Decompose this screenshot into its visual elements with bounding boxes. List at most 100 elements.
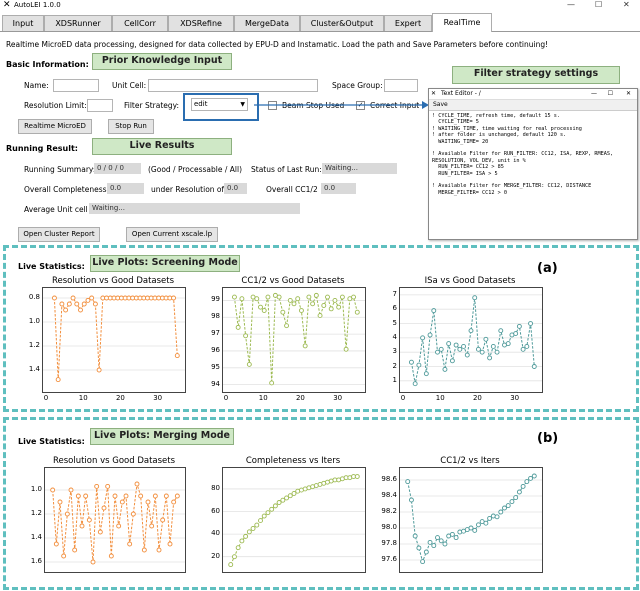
merging-mode-box bbox=[3, 417, 639, 590]
data-point bbox=[79, 523, 85, 529]
maximize-button[interactable]: ☐ bbox=[595, 0, 603, 9]
data-point bbox=[287, 493, 293, 499]
data-point bbox=[235, 545, 241, 551]
tab-cluster-output[interactable]: Cluster&Output bbox=[300, 15, 384, 31]
tab-expert[interactable]: Expert bbox=[384, 15, 432, 31]
data-point bbox=[74, 301, 80, 307]
editor-maximize-button[interactable]: ☐ bbox=[607, 90, 613, 97]
data-point bbox=[123, 493, 129, 499]
data-point bbox=[354, 309, 360, 315]
data-point bbox=[231, 294, 237, 300]
app-logo-icon: ✕ bbox=[3, 0, 11, 10]
open-xscale-button[interactable]: Open Current xscale.lp bbox=[126, 227, 218, 242]
under-resolution-value: 0.0 bbox=[224, 183, 247, 194]
data-point bbox=[321, 303, 327, 308]
data-point bbox=[317, 313, 323, 319]
x-tick-label: 30 bbox=[510, 394, 520, 402]
data-point bbox=[494, 349, 500, 355]
x-tick-label: 20 bbox=[472, 394, 482, 402]
resolution-limit-field[interactable] bbox=[87, 99, 113, 112]
data-point bbox=[57, 499, 63, 505]
editor-content[interactable]: ! CYCLE_TIME, refresh time, default 15 s… bbox=[432, 113, 614, 196]
data-point bbox=[59, 301, 65, 307]
data-point bbox=[152, 493, 158, 499]
tab-input[interactable]: Input bbox=[2, 15, 44, 31]
data-point bbox=[291, 301, 297, 307]
data-point bbox=[453, 535, 459, 541]
data-point bbox=[156, 547, 162, 553]
data-point bbox=[92, 301, 98, 307]
data-point bbox=[354, 474, 360, 479]
realtime-microed-button[interactable]: Realtime MicroED bbox=[18, 119, 92, 134]
editor-minimize-button[interactable]: — bbox=[591, 90, 597, 97]
data-point bbox=[310, 301, 316, 307]
data-point bbox=[505, 341, 511, 347]
data-point bbox=[63, 307, 69, 313]
data-point bbox=[94, 483, 100, 489]
x-tick-label: 0 bbox=[223, 394, 229, 402]
data-point bbox=[141, 547, 147, 553]
data-point bbox=[160, 517, 166, 523]
y-tick-label: 97.6 bbox=[381, 555, 397, 563]
status-value: Waiting... bbox=[322, 163, 397, 174]
x-tick-label: 0 bbox=[43, 394, 49, 402]
data-point bbox=[163, 493, 169, 499]
data-point bbox=[101, 505, 107, 511]
overall-cc12-value: 0.0 bbox=[321, 183, 356, 194]
data-point bbox=[61, 553, 67, 559]
data-point bbox=[408, 359, 414, 365]
y-tick-label: 1.6 bbox=[30, 557, 42, 565]
chart-plot-5 bbox=[399, 467, 543, 573]
data-point bbox=[416, 362, 422, 368]
data-point bbox=[472, 527, 478, 533]
data-point bbox=[258, 304, 263, 310]
data-point bbox=[284, 495, 290, 501]
tab-realtime[interactable]: RealTime bbox=[432, 13, 492, 32]
data-point bbox=[261, 513, 267, 519]
data-point bbox=[457, 346, 463, 352]
y-tick-label: 7 bbox=[392, 289, 397, 298]
editor-close-button[interactable]: ✕ bbox=[625, 90, 631, 97]
screening-mode-annotation: Live Plots: Screening Mode bbox=[90, 255, 240, 272]
data-point bbox=[112, 493, 118, 499]
data-point bbox=[258, 518, 263, 524]
data-point bbox=[487, 515, 493, 521]
tab-cellcorr[interactable]: CellCorr bbox=[112, 15, 168, 31]
filter-strategy-select[interactable]: edit ▼ bbox=[191, 98, 248, 111]
filter-strategy-label: Filter Strategy: bbox=[124, 101, 180, 110]
y-tick-label: 1.0 bbox=[30, 485, 42, 493]
data-point bbox=[231, 554, 237, 560]
tab-xdsrefine[interactable]: XDSRefine bbox=[168, 15, 234, 31]
data-point bbox=[72, 547, 78, 553]
data-point bbox=[468, 328, 474, 334]
data-point bbox=[449, 358, 455, 364]
data-point bbox=[174, 493, 180, 499]
editor-save-menu[interactable]: Save bbox=[429, 99, 637, 111]
name-field[interactable] bbox=[53, 79, 99, 92]
series-line bbox=[410, 297, 535, 384]
tab-xdsrunner[interactable]: XDSRunner bbox=[44, 15, 112, 31]
y-tick-label: 1.2 bbox=[30, 509, 42, 517]
unit-cell-field[interactable] bbox=[148, 79, 318, 92]
space-group-field[interactable] bbox=[384, 79, 418, 92]
x-tick-label: 20 bbox=[295, 394, 305, 402]
data-point bbox=[50, 487, 56, 493]
stop-run-button[interactable]: Stop Run bbox=[108, 119, 154, 134]
data-point bbox=[420, 335, 426, 341]
window-title: AutoLEI 1.0.0 bbox=[14, 1, 61, 9]
data-point bbox=[423, 371, 429, 377]
x-tick-label: 20 bbox=[115, 394, 125, 402]
open-cluster-report-button[interactable]: Open Cluster Report bbox=[18, 227, 100, 242]
data-point bbox=[81, 301, 87, 307]
tab-mergedata[interactable]: MergeData bbox=[234, 15, 300, 31]
data-point bbox=[243, 533, 249, 539]
data-point bbox=[516, 489, 522, 495]
data-point bbox=[431, 308, 437, 314]
minimize-button[interactable]: — bbox=[567, 0, 575, 9]
chart-title-2: ISa vs Good Datasets bbox=[424, 276, 516, 286]
chart-title-3: Resolution vs Good Datasets bbox=[52, 456, 176, 466]
filter-strategy-highlight bbox=[183, 93, 259, 121]
data-point bbox=[239, 538, 245, 544]
data-point bbox=[254, 522, 260, 528]
close-button[interactable]: ✕ bbox=[623, 0, 630, 9]
